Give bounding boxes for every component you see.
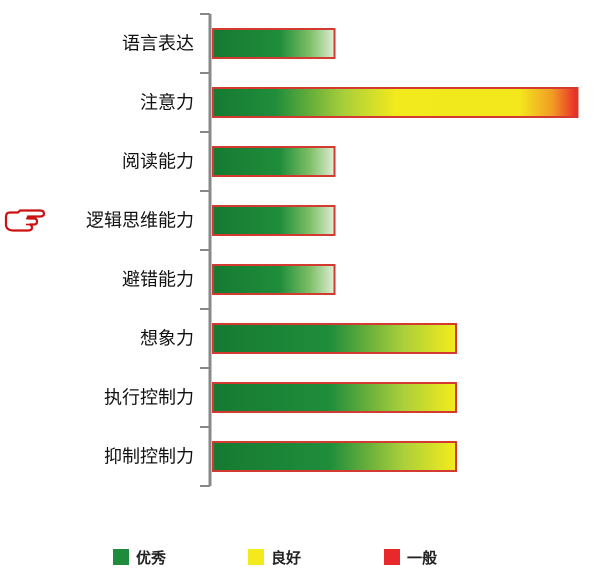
bar-6: [212, 323, 457, 354]
legend-label: 良好: [271, 549, 301, 567]
legend-label: 一般: [407, 549, 437, 567]
category-label: 抑制控制力: [104, 447, 194, 468]
category-label: 逻辑思维能力: [86, 211, 194, 232]
bar-2: [212, 87, 579, 118]
bar-4: [212, 205, 336, 236]
bar-5: [212, 264, 336, 295]
legend: 优秀 良好 一般: [113, 549, 437, 567]
category-label: 执行控制力: [104, 388, 194, 409]
category-label: 避错能力: [122, 270, 194, 291]
category-label: 想象力: [140, 329, 194, 350]
bar-1: [212, 28, 336, 59]
legend-swatch: [384, 549, 400, 565]
bar-7: [212, 382, 457, 413]
bar-8: [212, 441, 457, 472]
legend-label: 优秀: [136, 549, 167, 567]
legend-swatch: [113, 549, 129, 565]
bars: [212, 28, 579, 472]
bar-3: [212, 146, 336, 177]
legend-swatch: [248, 549, 264, 565]
category-label: 阅读能力: [122, 152, 194, 173]
pointing-hand-icon: [4, 209, 46, 232]
category-label: 注意力: [140, 93, 194, 114]
y-axis: [200, 13, 212, 487]
category-label: 语言表达: [122, 34, 194, 55]
